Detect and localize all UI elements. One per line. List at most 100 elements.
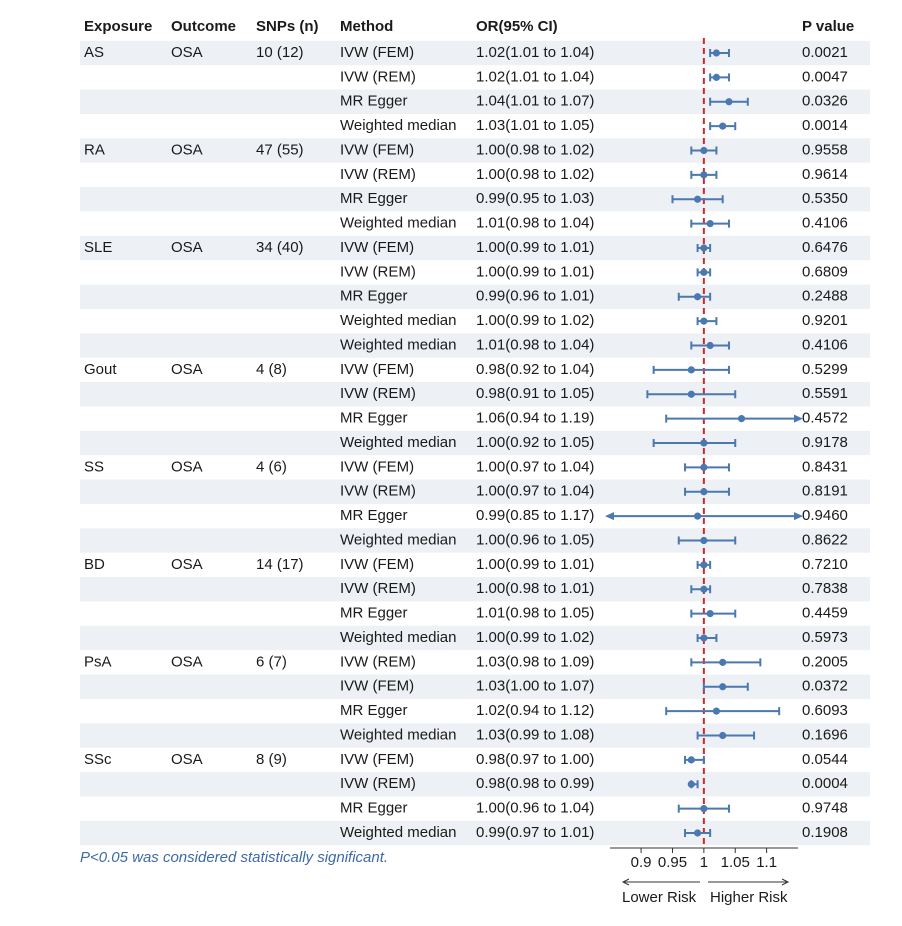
x-tick-label: 1 bbox=[700, 854, 708, 871]
point-estimate bbox=[687, 366, 695, 374]
p-value: 0.7838 bbox=[802, 580, 848, 597]
outcome: OSA bbox=[171, 44, 203, 61]
point-estimate bbox=[700, 536, 708, 545]
outcome: OSA bbox=[171, 239, 203, 256]
or-ci-label: 0.99(0.95 to 1.03) bbox=[476, 190, 594, 207]
p-value: 0.9460 bbox=[802, 507, 848, 524]
exposure: RA bbox=[84, 141, 105, 158]
method: Weighted median bbox=[340, 531, 456, 548]
or-ci-label: 1.00(0.92 to 1.05) bbox=[476, 434, 594, 451]
outcome: OSA bbox=[171, 556, 203, 573]
higher-risk-label: Higher Risk bbox=[710, 889, 788, 906]
p-value: 0.6809 bbox=[802, 263, 848, 280]
ci-arrow-left bbox=[605, 512, 614, 521]
or-ci-label: 1.06(0.94 to 1.19) bbox=[476, 410, 594, 427]
outcome: OSA bbox=[171, 751, 203, 768]
p-value: 0.4572 bbox=[802, 410, 848, 427]
p-value: 0.6476 bbox=[802, 239, 848, 256]
method: IVW (REM) bbox=[340, 580, 416, 597]
method: IVW (REM) bbox=[340, 68, 416, 85]
row-band bbox=[80, 284, 870, 309]
or-ci-label: 0.99(0.85 to 1.17) bbox=[476, 507, 594, 524]
p-value: 0.8191 bbox=[802, 483, 848, 500]
row-band bbox=[80, 235, 870, 261]
x-tick-label: 0.9 bbox=[631, 854, 652, 871]
snps: 14 (17) bbox=[256, 556, 304, 573]
point-estimate bbox=[693, 293, 702, 301]
or-ci-label: 1.03(1.01 to 1.05) bbox=[476, 117, 594, 134]
snps: 4 (8) bbox=[256, 361, 287, 378]
or-ci-label: 1.00(0.98 to 1.02) bbox=[476, 166, 594, 183]
or-ci-label: 0.98(0.98 to 0.99) bbox=[476, 775, 594, 792]
point-estimate bbox=[737, 415, 746, 423]
exposure: SLE bbox=[84, 239, 112, 256]
method: IVW (REM) bbox=[340, 166, 416, 183]
p-value: 0.0004 bbox=[802, 775, 848, 792]
p-value: 0.9178 bbox=[802, 434, 848, 451]
point-estimate bbox=[700, 488, 708, 496]
point-estimate bbox=[700, 268, 708, 276]
point-estimate bbox=[700, 561, 708, 569]
p-value: 0.5350 bbox=[802, 190, 848, 207]
p-value: 0.9748 bbox=[802, 800, 848, 817]
or-ci-label: 1.00(0.99 to 1.01) bbox=[476, 263, 594, 280]
method: MR Egger bbox=[340, 702, 408, 719]
or-ci-label: 0.99(0.97 to 1.01) bbox=[476, 824, 594, 841]
snps: 34 (40) bbox=[256, 239, 304, 256]
or-ci-label: 1.03(1.00 to 1.07) bbox=[476, 678, 594, 695]
or-ci-label: 1.04(1.01 to 1.07) bbox=[476, 93, 594, 110]
left-arrow-head bbox=[621, 878, 630, 886]
point-estimate bbox=[719, 122, 727, 130]
p-value: 0.1908 bbox=[802, 824, 848, 841]
p-value: 0.2488 bbox=[802, 288, 848, 305]
method: IVW (FEM) bbox=[340, 141, 414, 158]
or-ci-label: 1.00(0.98 to 1.01) bbox=[476, 580, 594, 597]
method: IVW (FEM) bbox=[340, 556, 414, 573]
outcome: OSA bbox=[171, 458, 203, 475]
p-value: 0.6093 bbox=[802, 702, 848, 719]
x-tick-label: 1.1 bbox=[756, 854, 777, 871]
column-header: Exposure bbox=[84, 18, 152, 35]
point-estimate bbox=[706, 220, 714, 228]
method: Weighted median bbox=[340, 726, 456, 743]
method: Weighted median bbox=[340, 312, 456, 329]
p-value: 0.9201 bbox=[802, 312, 848, 329]
or-ci-label: 1.00(0.99 to 1.02) bbox=[476, 629, 594, 646]
point-estimate bbox=[700, 171, 708, 179]
or-ci-label: 0.99(0.96 to 1.01) bbox=[476, 288, 594, 305]
or-ci-label: 1.03(0.98 to 1.09) bbox=[476, 653, 594, 670]
point-estimate bbox=[687, 390, 695, 398]
method: IVW (FEM) bbox=[340, 458, 414, 475]
point-estimate bbox=[712, 707, 721, 715]
column-header: P value bbox=[802, 18, 854, 35]
p-value: 0.0021 bbox=[802, 44, 848, 61]
point-estimate bbox=[693, 195, 702, 203]
point-estimate bbox=[706, 610, 714, 618]
exposure: SS bbox=[84, 458, 104, 475]
row-band bbox=[80, 333, 870, 358]
point-estimate bbox=[693, 512, 702, 520]
column-header: OR(95% CI) bbox=[476, 18, 558, 35]
method: Weighted median bbox=[340, 824, 456, 841]
p-value: 0.9614 bbox=[802, 166, 848, 183]
or-ci-label: 1.00(0.99 to 1.01) bbox=[476, 556, 594, 573]
method: IVW (FEM) bbox=[340, 361, 414, 378]
row-bands bbox=[80, 40, 870, 846]
row-band bbox=[80, 382, 870, 407]
p-value: 0.4459 bbox=[802, 605, 848, 622]
method: IVW (REM) bbox=[340, 385, 416, 402]
method: IVW (FEM) bbox=[340, 44, 414, 61]
point-estimate bbox=[712, 73, 721, 81]
or-ci-label: 1.00(0.96 to 1.04) bbox=[476, 800, 594, 817]
column-header: Method bbox=[340, 18, 393, 35]
snps: 10 (12) bbox=[256, 44, 304, 61]
method: IVW (FEM) bbox=[340, 751, 414, 768]
or-ci-label: 1.01(0.98 to 1.04) bbox=[476, 215, 594, 232]
method: MR Egger bbox=[340, 288, 408, 305]
exposure: BD bbox=[84, 556, 105, 573]
exposure: AS bbox=[84, 44, 104, 61]
or-ci-label: 1.02(0.94 to 1.12) bbox=[476, 702, 594, 719]
or-ci-label: 1.00(0.99 to 1.02) bbox=[476, 312, 594, 329]
exposure: Gout bbox=[84, 361, 117, 378]
p-value: 0.5973 bbox=[802, 629, 848, 646]
